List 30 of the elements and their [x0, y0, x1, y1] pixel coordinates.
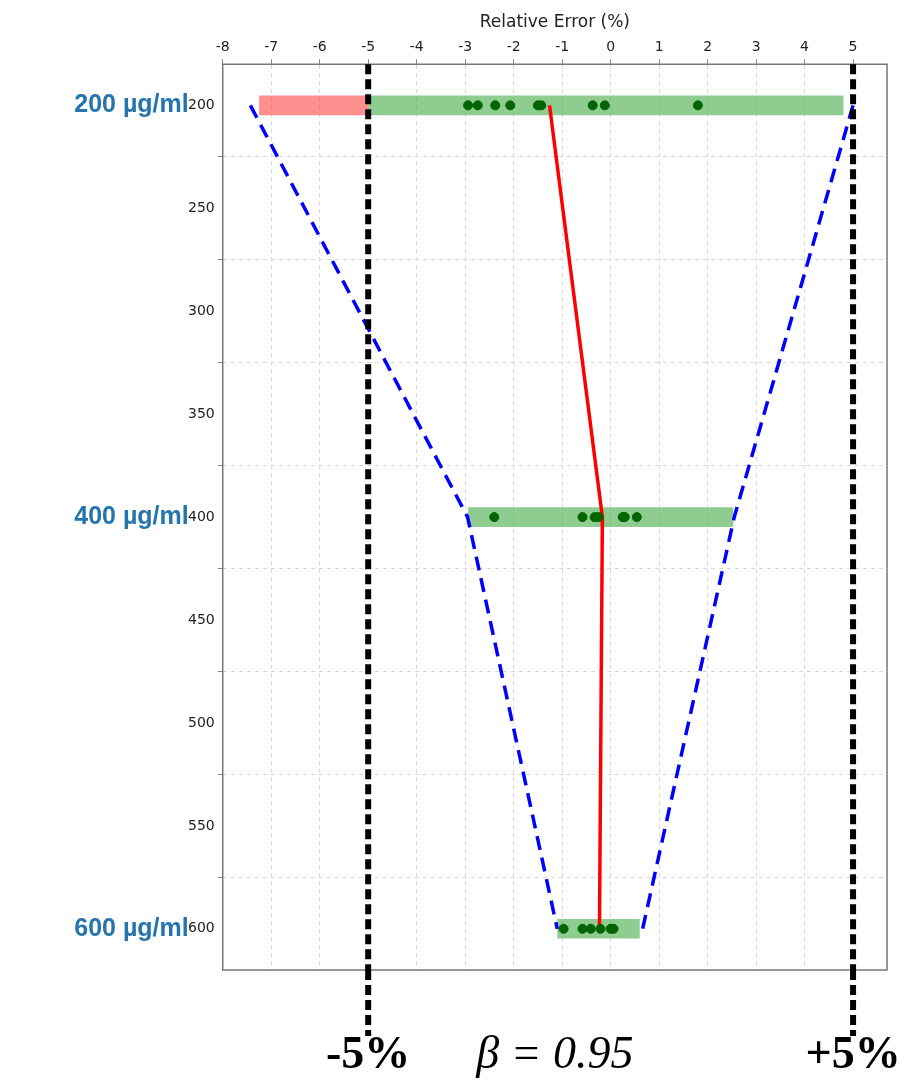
y-tick-label: 300 [187, 301, 215, 318]
x-tick-label: -2 [506, 38, 521, 55]
x-axis-title: Relative Error (%) [479, 10, 630, 31]
y-tick-label: 400 [187, 507, 215, 524]
x-tick-label: -8 [215, 38, 230, 55]
x-tick-label: -4 [409, 38, 424, 55]
x-tick-label: 0 [606, 38, 616, 55]
text: 200 µg/ml [74, 89, 189, 118]
y-tick-label: 200 [187, 96, 215, 113]
ref-line-label: +5% [805, 1026, 901, 1078]
y-tick-label: 600 [187, 919, 215, 936]
y-tick-label: 550 [187, 816, 215, 833]
x-tick-label: -7 [264, 38, 279, 55]
y-tick-label: 450 [187, 610, 215, 627]
x-tick-label: -6 [312, 38, 327, 55]
text: 600 µg/ml [74, 912, 189, 941]
text: 400 µg/ml [74, 500, 189, 529]
x-tick-label: 2 [703, 38, 713, 55]
x-tick-label: -3 [458, 38, 473, 55]
x-tick-label: -5 [361, 38, 376, 55]
x-tick-label: -1 [555, 38, 570, 55]
y-tick-label: 500 [187, 713, 215, 730]
x-tick-label: 1 [654, 38, 664, 55]
ref-line-label: -5% [326, 1026, 411, 1078]
text: β = 0.95 [475, 1027, 634, 1079]
y-tick-label: 350 [187, 404, 215, 421]
x-tick-label: 4 [800, 38, 810, 55]
x-tick-label: 5 [848, 38, 858, 55]
y-tick-label: 250 [187, 198, 215, 215]
x-tick-label: 3 [751, 38, 761, 55]
